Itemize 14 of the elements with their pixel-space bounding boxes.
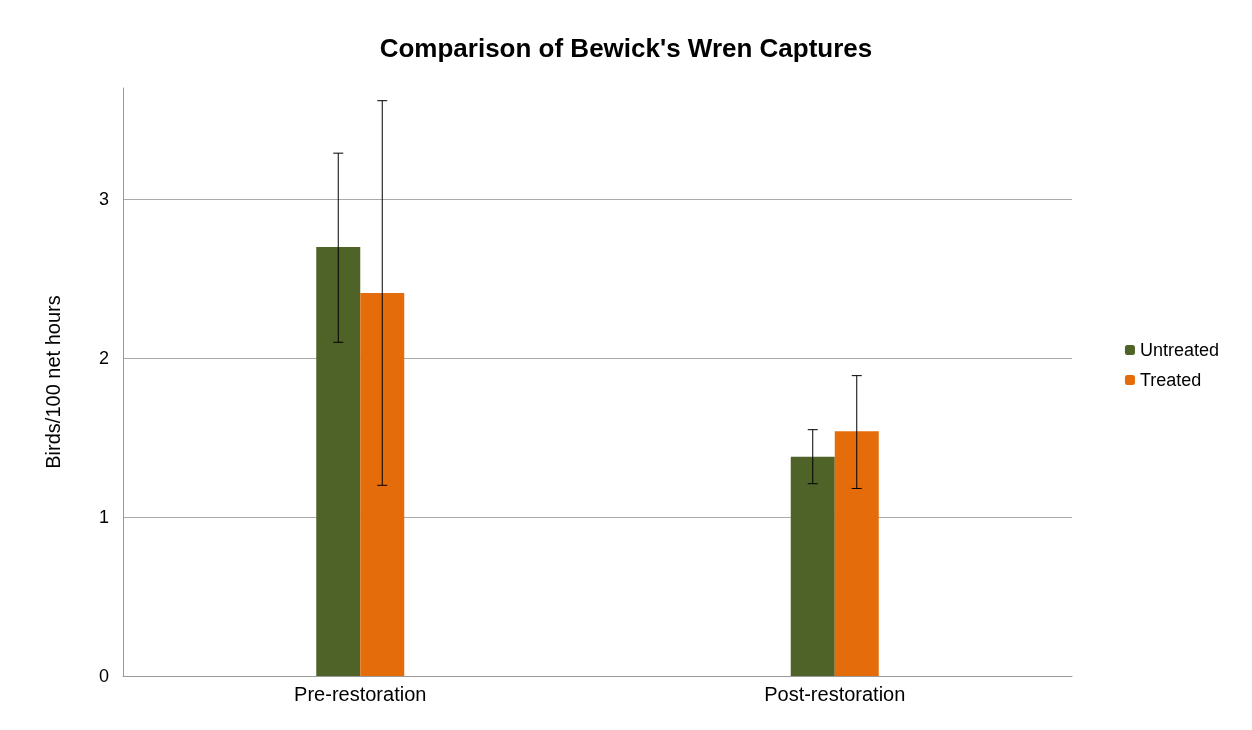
chart-title: Comparison of Bewick's Wren Captures xyxy=(379,33,873,63)
x-tick-label: Pre-restoration xyxy=(294,683,427,705)
bar xyxy=(360,293,405,676)
bar xyxy=(790,456,835,676)
bar xyxy=(834,431,879,676)
legend-label: Untreated xyxy=(1139,340,1220,360)
legend-label: Treated xyxy=(1139,370,1202,390)
y-tick-label: 1 xyxy=(98,507,109,528)
bar xyxy=(316,246,361,676)
x-tick-label: Post-restoration xyxy=(764,683,906,705)
y-axis-title: Birds/100 net hours xyxy=(42,295,64,469)
y-tick-label: 0 xyxy=(98,666,109,686)
y-tick-label: 2 xyxy=(98,348,109,369)
y-tick-label: 3 xyxy=(98,189,109,210)
